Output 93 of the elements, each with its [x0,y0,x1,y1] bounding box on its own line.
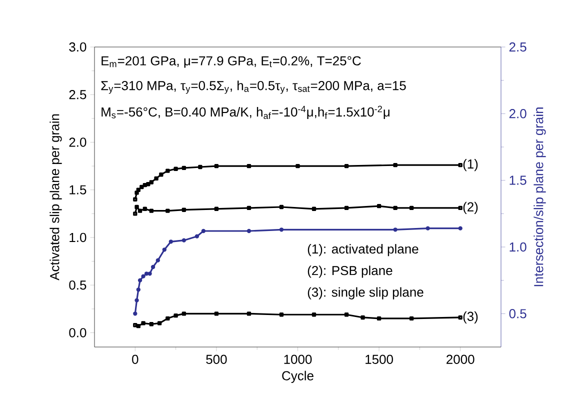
point [182,238,186,242]
point [376,204,382,208]
text: Σ$_{y}$=310 MPa, τ$_{y}$=0.5Σ$_{y}$, h$_{a}$=0.5τ$_{y}$, τ$_{sat}$=200 MPa, a=15 [101,80,406,94]
point [166,208,170,213]
point [141,321,146,326]
x-tick-label: 1000 [284,354,312,364]
point [279,204,284,210]
point [393,206,398,210]
point [214,206,219,211]
annotation: (1): activated plane [308,244,418,256]
point [458,226,462,230]
y-tick-label: 1.5 [70,185,86,194]
y-tick-label: 3.0 [69,42,86,52]
point [148,272,152,276]
series-label: (2) [463,202,478,214]
x-tick-label: 500 [206,354,227,364]
point [156,258,160,262]
point [296,164,300,168]
point [144,272,149,276]
point [162,248,167,252]
point [142,182,148,188]
point [138,278,142,282]
y-tick-label: 0.0 [69,328,86,338]
y2-tick-label: 2.0 [509,109,526,118]
point [182,166,186,170]
y-tick-label: 2.0 [69,138,86,147]
x-axis-title: Cycle [282,370,314,383]
series-label: (3) [463,311,478,324]
point [149,322,154,326]
point [168,240,174,244]
point [198,164,202,170]
series-label: (1) [463,159,478,172]
y-tick-label: 1.0 [70,232,86,242]
y-tick-label: 2.5 [69,90,86,100]
x-tick-label: 1500 [366,354,393,364]
point [246,164,252,168]
point [154,176,158,181]
point [409,316,414,321]
point [174,313,178,318]
point [136,188,140,192]
point [214,312,219,316]
point [141,274,146,278]
point [133,312,138,316]
point [393,228,398,232]
point [149,208,154,213]
y2-tick-label: 1.0 [510,242,526,252]
y-axis-title: Activated slip plane per grain [50,114,62,280]
point [426,226,430,230]
point [312,206,316,211]
point [159,172,164,177]
point [174,166,178,171]
point [150,264,156,270]
point [142,206,148,211]
annotation: (2): PSB plane [308,266,392,278]
point [246,206,252,210]
point [138,208,142,213]
x-tick-label: 2000 [446,354,474,364]
point [214,164,219,168]
point [140,184,144,190]
y2-tick-label: 0.5 [509,309,526,318]
point [166,168,170,173]
point [149,180,154,184]
point [182,312,186,316]
y-tick-label: 0.5 [69,280,86,290]
point [182,208,186,212]
point [146,182,150,186]
point [194,234,200,238]
point [157,321,162,326]
point [312,312,316,317]
point [360,315,365,320]
annotation: (3): single slip plane [308,287,424,300]
x-tick-label: 0 [132,354,138,364]
text: M$_{s}$=-56°C, B=0.40 MPa/K, h$_{af}$=-10$^{-4}$μ,h$_{f}$=1.5x10$^{-2}$μ [102,106,390,120]
point [134,190,139,195]
point [393,162,398,168]
y2-tick-label: 1.5 [510,176,526,185]
point [246,312,252,316]
point [376,316,382,321]
point [344,206,349,210]
point [409,206,414,210]
y2-axis-title: Intersection/slip plane per grain [534,108,546,286]
point [136,288,140,292]
point [344,164,349,168]
point [344,312,349,317]
point [201,228,206,234]
y2-tick-label: 2.5 [509,42,526,52]
point [279,312,284,317]
point [246,228,252,234]
point [279,228,284,232]
annotation: E$_{m}$=201 GPa, μ=77.9 GPa, E$_{t}$=0.2%, T=25°C [102,56,361,68]
point [134,298,139,302]
point [134,204,139,210]
point [166,316,170,321]
